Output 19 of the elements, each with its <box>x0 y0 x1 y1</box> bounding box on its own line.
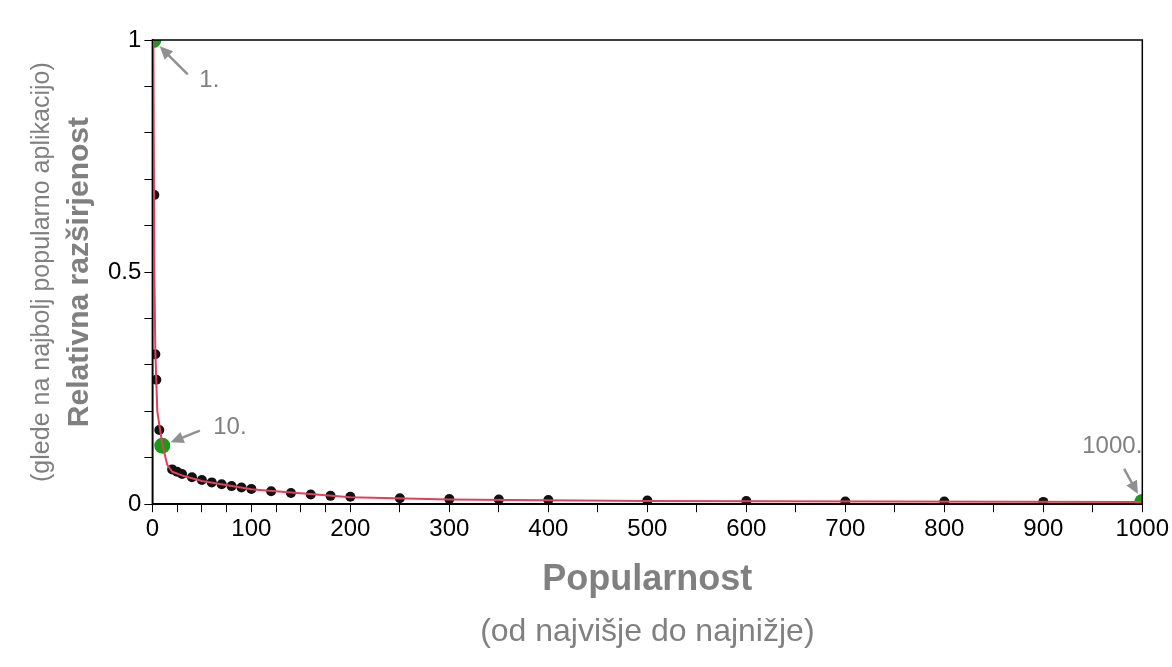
x-tick-label: 500 <box>627 514 668 542</box>
x-tick-label: 600 <box>726 514 767 542</box>
y-tick-label: 0.5 <box>107 256 142 284</box>
y-tick-label: 1 <box>128 24 142 52</box>
x-tick-label: 1000 <box>1115 514 1169 542</box>
x-tick-label: 0 <box>145 514 160 542</box>
x-tick-label: 100 <box>231 514 272 542</box>
x-tick-label: 900 <box>1023 514 1064 542</box>
x-tick-label: 400 <box>528 514 569 542</box>
y-tick-label: 0 <box>128 488 142 516</box>
x-tick-label: 200 <box>330 514 371 542</box>
x-tick-label: 300 <box>429 514 470 542</box>
y-axis-title: Relativna razširjenost (glede na najbolj popularno aplikacijo) <box>25 62 95 482</box>
x-tick-label: 700 <box>825 514 866 542</box>
annotation: 1000. <box>1082 430 1143 458</box>
annotation: 10. <box>213 412 247 440</box>
x-tick-label: 800 <box>924 514 965 542</box>
x-axis-title: Popularnost (od najvišje do najnižje) <box>480 557 815 649</box>
annotation: 1. <box>199 64 220 92</box>
